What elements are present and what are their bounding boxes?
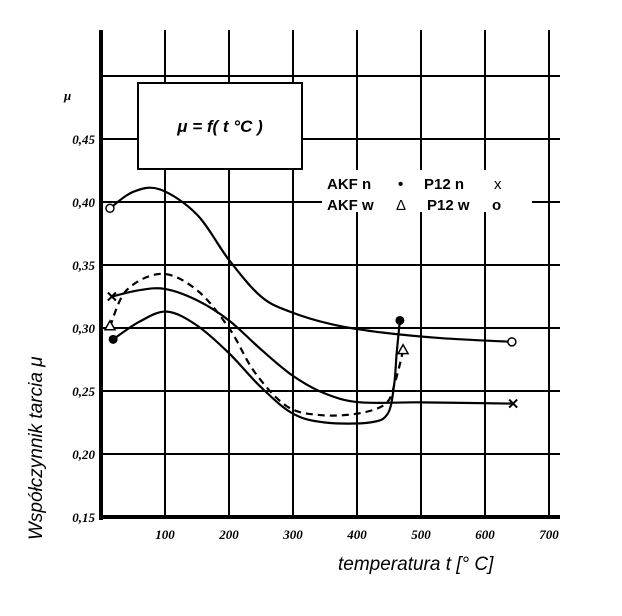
x-tick-label: 100 [155,527,175,542]
x-tick-label: 200 [218,527,239,542]
y-tick-label: 0,40 [72,195,95,210]
series-line-p12-n [111,287,514,405]
formula-text: μ = f( t °C ) [176,117,263,136]
y-tick-label: 0,45 [72,132,95,147]
legend-label: AKF n [327,176,371,193]
y-tick-label: 0,25 [72,384,95,399]
series-line-akf-n [112,310,401,425]
legend-bg [322,170,532,212]
x-tick-label: 400 [346,527,367,542]
y-tick-label: 0,30 [72,321,95,336]
marker-x [107,291,117,302]
marker-x [508,398,518,409]
legend-label: AKF w [327,197,374,214]
legend-marker: x [494,176,502,193]
y-tick-label: 0,15 [72,510,95,525]
y-tick-label: 0,20 [72,447,95,462]
formula-box [137,82,303,170]
legend: AKF n • P12 n x AKF w Δ P12 w o [327,176,502,214]
legend-label: P12 w [427,197,470,214]
x-axis-label: temperatura t [° C] [338,554,494,575]
marker-triangle [396,343,410,355]
y-tick-label: 0,35 [72,258,95,273]
legend-marker: • [398,176,403,193]
marker-circle [507,337,517,347]
x-tick-label: 500 [411,527,431,542]
marker-triangle [103,319,117,331]
y-axis-label: Współczynnik tarcia μ [26,356,47,540]
marker-dot [108,334,118,344]
series-line-akf-w [108,272,405,417]
x-tick-label: 600 [475,527,495,542]
legend-label: P12 n [424,176,464,193]
series-line-p12-w [109,186,512,343]
legend-marker: o [492,197,501,214]
marker-dot [395,315,405,325]
y-unit-label: μ [63,88,71,103]
x-tick-label: 300 [282,527,303,542]
x-tick-label: 700 [539,527,559,542]
marker-circle [105,203,115,214]
legend-marker: Δ [396,197,406,214]
